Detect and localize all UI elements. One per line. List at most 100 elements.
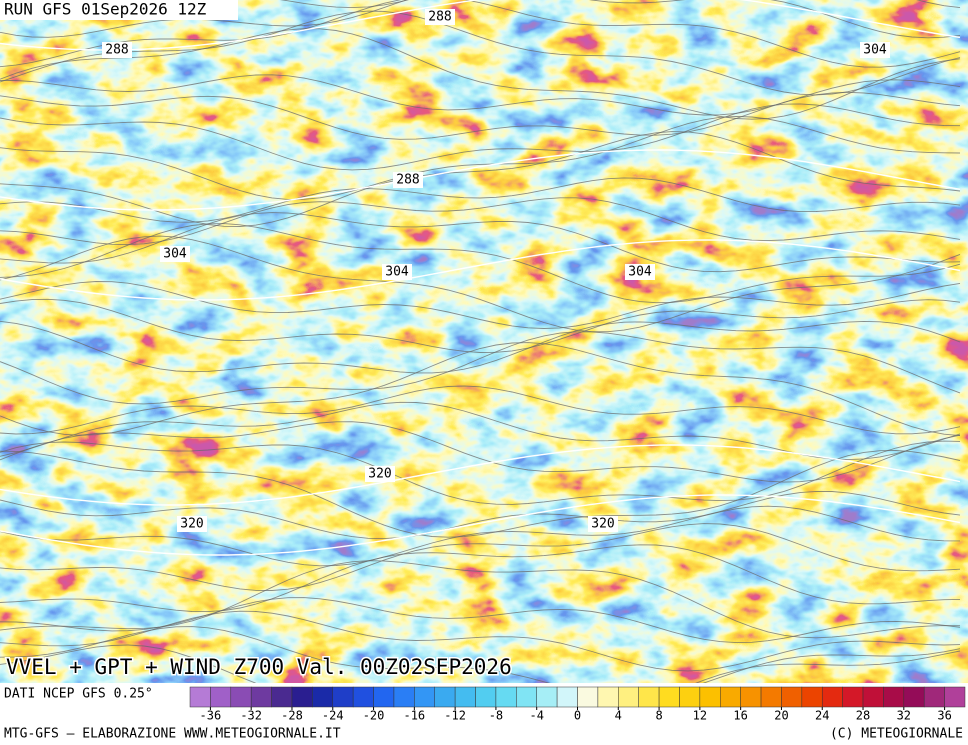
color-box [658, 686, 680, 708]
color-box [618, 686, 639, 708]
tick-label: 20 [774, 709, 788, 723]
color-box [556, 686, 578, 708]
run-box [0, 0, 238, 20]
tick-label: 24 [815, 709, 829, 723]
streamline [0, 223, 961, 304]
color-box [597, 686, 619, 708]
color-box [883, 686, 905, 708]
streamline [0, 320, 961, 374]
color-box [210, 686, 232, 708]
streamline [0, 103, 961, 171]
color-box [495, 686, 517, 708]
color-box [516, 686, 537, 708]
tick-label: 4 [615, 709, 622, 723]
tick-label: 8 [655, 709, 662, 723]
footer-right: (C) METEOGIORNALE [830, 727, 963, 742]
streamline [0, 91, 961, 140]
contour-line [0, 444, 961, 506]
contour-label-bg [160, 246, 190, 262]
streamline [0, 505, 961, 567]
run-label: RUN GFS 01Sep2026 12Z [4, 0, 207, 19]
streamline [0, 610, 961, 672]
tick-label: -12 [444, 709, 466, 723]
streamline [0, 212, 961, 273]
contour-line [0, 494, 961, 556]
contour-label-bg [365, 466, 395, 482]
gpt-contours: 288 288 288 304 304 304 304 320 320 320 [0, 0, 961, 556]
streamline [0, 490, 961, 540]
contour-label-bg [860, 42, 890, 58]
color-box [862, 686, 884, 708]
tick-label: -36 [200, 709, 222, 723]
contour-line [0, 239, 961, 301]
contour-label-bg [102, 42, 132, 58]
contour-label: 288 [396, 173, 419, 188]
tick-label: -32 [240, 709, 262, 723]
streamline [0, 131, 961, 227]
streamline [0, 421, 961, 483]
contour-label: 320 [180, 517, 203, 532]
contour-label: 320 [368, 467, 391, 482]
color-box [577, 686, 599, 708]
contour-label: 304 [385, 265, 409, 280]
color-box [373, 686, 395, 708]
color-box [332, 686, 354, 708]
contour-line [0, 0, 961, 51]
contour-label: 304 [628, 265, 652, 280]
color-box [352, 686, 374, 708]
color-box [781, 686, 803, 708]
footer-left: MTG-GFS — ELABORAZIONE WWW.METEOGIORNALE… [4, 727, 341, 742]
color-box [923, 686, 945, 708]
color-box [699, 686, 721, 708]
color-box [760, 686, 782, 708]
color-box [414, 686, 435, 708]
color-box [291, 686, 313, 708]
tick-label: 28 [856, 709, 870, 723]
streamline [0, 235, 961, 333]
color-box [944, 686, 966, 708]
color-box [189, 686, 211, 708]
vvel-field [0, 0, 968, 683]
color-box [740, 686, 762, 708]
streamline [0, 342, 961, 437]
contour-label-bg [425, 9, 455, 25]
streamline [0, 10, 961, 96]
streamline [0, 115, 961, 200]
contour-label-bg [625, 264, 655, 280]
color-box [434, 686, 456, 708]
color-box [903, 686, 925, 708]
contour-label: 288 [428, 10, 451, 25]
tick-label: -28 [281, 709, 303, 723]
streamline [0, 523, 961, 591]
color-box [230, 686, 252, 708]
streamline [0, 544, 961, 613]
color-box [679, 686, 701, 708]
color-box [821, 686, 843, 708]
streamline [0, 626, 961, 698]
streamline [0, 597, 961, 644]
contour-line [0, 149, 961, 211]
contour-label-bg [588, 516, 618, 532]
streamline [0, 0, 961, 68]
map-title: VVEL + GPT + WIND Z700 Val. 00Z02SEP2026 [6, 655, 512, 679]
color-box [638, 686, 660, 708]
streamline [0, 440, 961, 505]
color-box [720, 686, 741, 708]
tick-label: 32 [897, 709, 911, 723]
streamline [0, 28, 961, 120]
contour-label: 320 [591, 517, 614, 532]
streamline [0, 281, 961, 329]
color-box [312, 686, 334, 708]
tick-label: -16 [403, 709, 425, 723]
color-box [271, 686, 293, 708]
wind-streamlines [0, 0, 961, 721]
tick-label: 12 [693, 709, 707, 723]
streamline [0, 385, 961, 435]
tick-label: -20 [363, 709, 385, 723]
tick-label: -4 [529, 709, 543, 723]
color-box [842, 686, 864, 708]
color-box [250, 686, 272, 708]
contour-label: 304 [163, 247, 187, 262]
